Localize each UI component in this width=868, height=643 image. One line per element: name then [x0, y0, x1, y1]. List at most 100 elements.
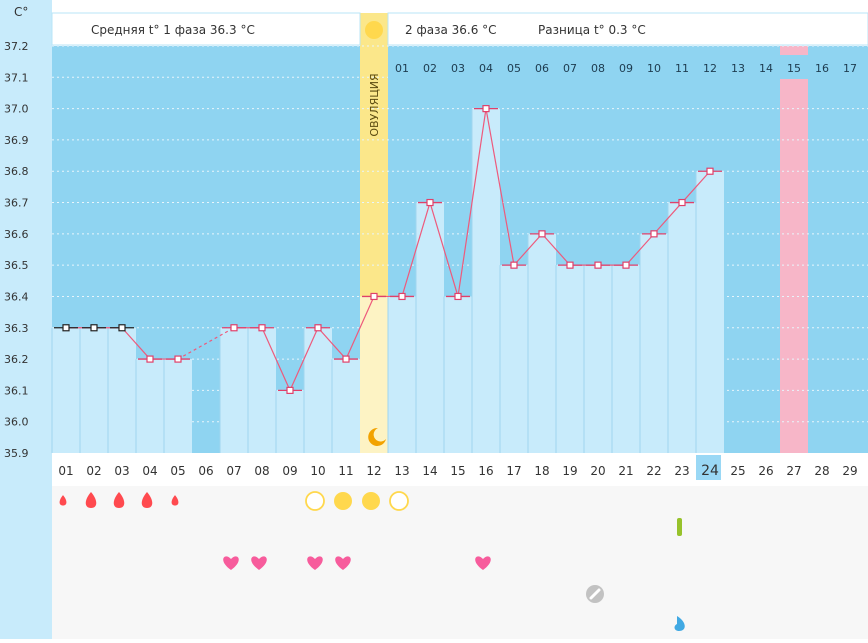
data-point[interactable] [678, 198, 686, 207]
x-tick-label: 19 [562, 464, 577, 478]
x-tick-label: 05 [170, 464, 185, 478]
heart-icon[interactable] [335, 556, 351, 570]
phase2-day-label: 05 [507, 62, 521, 75]
selected-day-highlight[interactable] [696, 455, 721, 480]
temperature-bar [528, 233, 556, 453]
data-point[interactable] [622, 261, 630, 269]
filled-sun-circle-icon[interactable] [334, 492, 352, 510]
data-point[interactable] [118, 324, 126, 332]
line-segment [681, 170, 711, 203]
x-tick-label: 09 [282, 464, 297, 478]
phase2-day-label: 12 [703, 62, 717, 75]
temperature-bar [500, 265, 528, 453]
phase2-header-box [387, 12, 868, 46]
data-point[interactable] [426, 198, 434, 207]
data-point[interactable] [314, 324, 322, 332]
y-axis-panel [0, 0, 52, 639]
filled-sun-circle-icon[interactable] [362, 492, 380, 510]
data-point[interactable] [258, 324, 266, 332]
y-tick-label: 36.6 [4, 228, 29, 241]
x-tick-label: 13 [394, 464, 409, 478]
heart-icon[interactable] [475, 556, 491, 570]
y-tick-label: 36.3 [4, 322, 29, 335]
phase2-day-label: 13 [731, 62, 745, 75]
phase2-day-label: 03 [451, 62, 465, 75]
phase2-day-label: 17 [843, 62, 857, 75]
line-segment [289, 327, 319, 391]
x-tick-label: 01 [58, 464, 73, 478]
line-segment [121, 327, 151, 360]
phase2-day-label: 07 [563, 62, 577, 75]
x-axis-row [52, 453, 868, 483]
phase1-header-box [51, 12, 361, 46]
data-point[interactable] [286, 386, 294, 394]
outline-sun-circle-icon[interactable] [305, 491, 325, 511]
temperature-line [54, 105, 722, 394]
y-tick-label: 36.5 [4, 259, 29, 272]
line-segment [261, 327, 291, 391]
data-point[interactable] [538, 230, 546, 238]
data-point[interactable] [370, 292, 378, 301]
line-segment [457, 108, 487, 297]
x-tick-label: 26 [758, 464, 773, 478]
x-tick-label: 11 [338, 464, 353, 478]
data-point[interactable] [566, 261, 574, 269]
x-tick-label: 15 [450, 464, 465, 478]
x-tick-label: 25 [730, 464, 745, 478]
data-point[interactable] [706, 167, 714, 175]
data-point[interactable] [90, 324, 98, 332]
data-point[interactable] [342, 355, 350, 363]
data-point[interactable] [650, 230, 658, 238]
pill-icon[interactable] [586, 585, 604, 603]
x-tick-label: 29 [842, 464, 857, 478]
phase2-day-label: 15 [787, 62, 801, 75]
blue-drop-icon[interactable] [674, 616, 685, 631]
x-tick-label: 02 [86, 464, 101, 478]
data-point[interactable] [62, 324, 70, 332]
data-point[interactable] [482, 105, 490, 113]
y-tick-label: 35.9 [4, 447, 29, 460]
x-tick-label: 21 [618, 464, 633, 478]
phase2-day-label: 10 [647, 62, 661, 75]
x-tick-label: 04 [142, 464, 157, 478]
temperature-bar [220, 327, 248, 453]
heart-icon[interactable] [251, 556, 267, 570]
phase2-day-label: 11 [675, 62, 689, 75]
y-tick-label: 36.1 [4, 384, 29, 397]
data-point[interactable] [510, 261, 518, 269]
x-tick-label: 10 [310, 464, 325, 478]
y-tick-label: 36.2 [4, 353, 29, 366]
temperature-bar [80, 327, 108, 453]
highlighted-day-column [780, 46, 808, 453]
temperature-bar [108, 327, 136, 453]
blood-drop-icon[interactable] [171, 495, 179, 506]
blood-drop-icon[interactable] [113, 492, 125, 508]
blood-drop-icon[interactable] [85, 492, 97, 508]
blood-drop-icon[interactable] [141, 492, 153, 508]
x-tick-label: 03 [114, 464, 129, 478]
heart-icon[interactable] [223, 556, 239, 570]
temperature-bar [584, 265, 612, 453]
temperature-bar [164, 359, 192, 453]
heart-icon[interactable] [307, 556, 323, 570]
line-segment [401, 202, 431, 297]
data-point[interactable] [398, 292, 406, 301]
data-point[interactable] [594, 261, 602, 269]
temperature-bar [332, 359, 360, 453]
x-tick-label: 28 [814, 464, 829, 478]
outline-sun-circle-icon[interactable] [389, 491, 409, 511]
data-point[interactable] [146, 355, 154, 363]
phase2-day-label: 04 [479, 62, 493, 75]
temperature-bar [444, 296, 472, 453]
data-point[interactable] [230, 324, 238, 332]
x-tick-label: 06 [198, 464, 213, 478]
symptom-area [52, 486, 868, 639]
data-point[interactable] [454, 292, 462, 301]
green-bar-icon[interactable] [677, 518, 682, 536]
blood-drop-icon[interactable] [59, 495, 67, 506]
data-point[interactable] [174, 355, 182, 363]
y-tick-label: 36.0 [4, 416, 29, 429]
x-tick-label: 22 [646, 464, 661, 478]
phase2-day-label: 06 [535, 62, 549, 75]
